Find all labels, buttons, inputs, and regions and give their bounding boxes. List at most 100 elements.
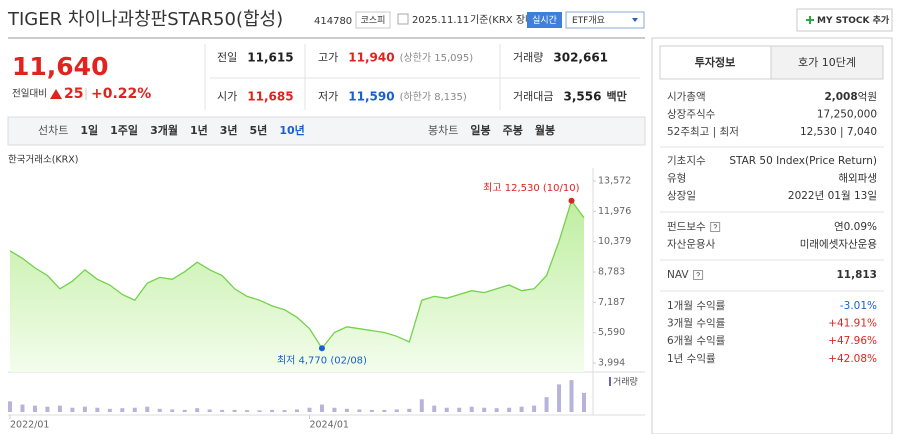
stat-unit: 백만 [606,89,626,103]
info-value: 17,250,000 [817,109,877,121]
info-value: 해외파생 [838,172,877,185]
info-label: 시가총액 [667,91,706,103]
volume-bar [469,406,474,412]
volume-bar [432,405,437,412]
volume-legend-icon [609,377,611,386]
title: TIGER 차이나과창판STAR50(합성) [7,9,283,30]
chart-tab[interactable]: 일봉 [470,123,490,137]
volume-bar [195,408,200,412]
info-value-number: +41.91% [828,318,877,330]
stat-note: (하한가 8,135) [400,90,467,103]
info-value: 11,813 [836,269,877,281]
chart-tab[interactable]: 1주일 [110,123,138,137]
current-price: 11,640 [12,52,108,81]
info-label: 자산운용사 [667,239,716,251]
chart-tab-bar [7,116,646,146]
my-stock[interactable]: MY STOCK 추가 [817,14,890,26]
info-label: 1년 수익률 [667,353,716,365]
code: 414780 [314,16,352,27]
volume-bar [107,408,112,412]
stat-value: 302,661 [553,51,608,65]
info-label: 6개월 수익률 [667,335,726,347]
change-label: 전일대비 [12,89,47,100]
info-label: NAV [667,269,689,281]
info-label: 상장일 [667,189,696,202]
volume-bar [582,392,586,412]
volume-bar [557,384,562,412]
volume-bar [532,405,537,412]
volume-bar [295,409,299,412]
volume-bar [457,407,462,412]
x-tick-label: 2022/01 [10,420,49,431]
info-value: 연0.09% [834,221,877,233]
chart-source: 한국거래소(KRX) [8,155,78,166]
high-marker [568,197,575,204]
side-tab-label[interactable]: 호가 10단계 [798,56,856,69]
market-badge [355,11,391,29]
side-tab-active[interactable] [659,45,772,80]
volume-bar [157,408,162,412]
volume-legend: 거래량 [613,376,638,388]
side-tab[interactable] [770,45,884,80]
my-stock-button[interactable] [796,8,893,32]
chart-tab[interactable]: 3년 [220,123,238,137]
volume-bar [120,408,125,412]
chart-tab[interactable]: 1년 [190,123,208,137]
etf-overview-button[interactable] [565,11,645,29]
info-value: 2,008억원 [824,91,877,103]
y-tick-label: 3,994 [598,358,625,369]
chart-tab[interactable]: 3개월 [150,123,178,137]
info-label: 펀드보수 [667,221,706,233]
info-value-number: 17,250,000 [817,109,877,121]
volume-bar [444,407,449,412]
info-value: +42.08% [828,353,877,365]
plus-icon [806,16,814,24]
chart-tab[interactable]: 주봉 [503,124,523,137]
volume-bar [344,408,349,412]
stat-value: 11,940 [348,51,394,65]
info-icon [693,270,704,280]
volume-bar [45,406,50,412]
volume-bar [369,409,374,412]
price-area [10,200,584,372]
stat-value: 11,615 [247,51,293,65]
chart-tab[interactable]: 월봉 [535,123,555,137]
stat-label: 저가 [318,90,338,103]
up-arrow [50,89,62,99]
info-value: 12,530 | 7,040 [800,126,877,138]
volume-bar [257,410,262,412]
info-value: +47.96% [828,335,877,347]
chart-tab[interactable]: 5년 [250,123,268,137]
y-tick-label: 11,976 [598,206,631,217]
volume-bar [282,410,287,412]
info-value-number: +42.08% [828,353,877,365]
y-tick-label: 7,187 [598,297,625,308]
volume-bar [407,408,412,412]
stat-label: 거래량 [513,51,543,64]
chart-tab[interactable]: 1일 [80,123,98,137]
info-value-number: 연0.09% [834,221,877,233]
side-tab-label[interactable]: 투자정보 [695,55,735,69]
etf-overview[interactable]: ETF개요 [572,15,605,26]
date: 2025.11.11 [412,15,469,26]
info-value: STAR 50 Index(Price Return) [729,155,877,167]
volume-bar [319,404,324,412]
stat-note: (상한가 15,095) [400,52,474,64]
volume-bar [182,409,187,412]
info-value: 2022년 01월 13일 [788,189,877,202]
change-rate: +0.22% [91,86,151,102]
chart-tab[interactable]: 10년 [279,123,304,137]
info-label: 3개월 수익률 [667,318,726,330]
stat-value: 3,556 [563,90,601,104]
y-tick-label: 5,590 [598,327,625,338]
stat-label: 고가 [318,51,338,64]
info-value: 미래에셋자산운용 [800,239,878,251]
info-value-number: 12,530 | 7,040 [800,126,877,138]
info-value: -3.01% [840,300,877,312]
volume-bar [482,407,487,412]
realtime-badge[interactable] [527,12,562,28]
realtime[interactable]: 실시간 [532,15,557,26]
calendar-icon [397,13,409,25]
volume-bar [8,401,12,412]
